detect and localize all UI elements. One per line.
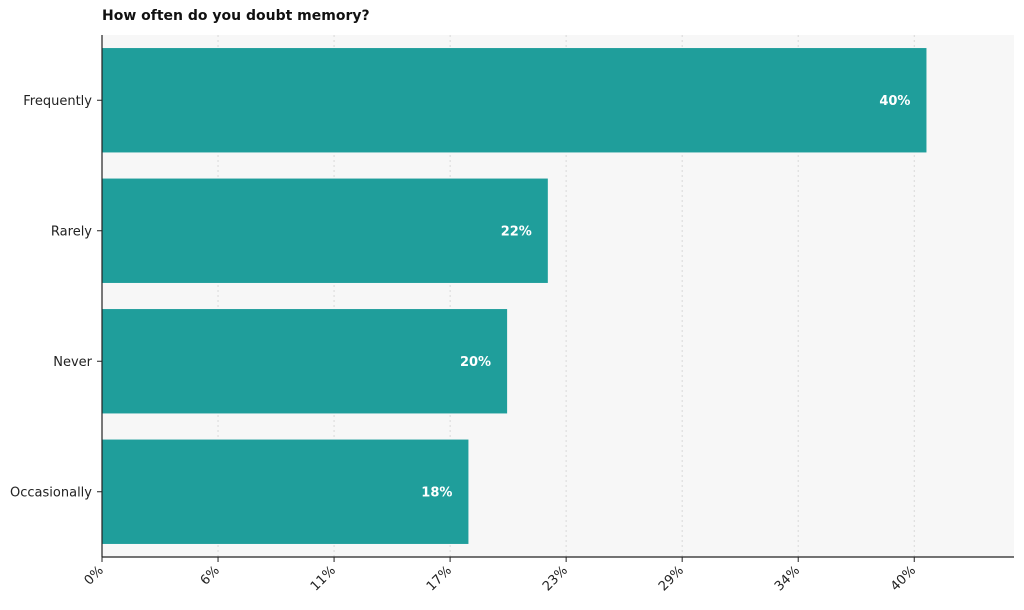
y-tick-label: Never: [53, 355, 92, 370]
x-tick-label: 23%: [540, 563, 571, 594]
bar: [102, 309, 508, 414]
bar: [102, 178, 548, 283]
x-tick-label: 6%: [198, 563, 223, 588]
y-tick-label: Occasionally: [10, 485, 92, 500]
value-label: 40%: [879, 94, 910, 109]
x-tick-label: 11%: [308, 563, 339, 594]
value-label: 18%: [421, 485, 452, 500]
y-tick-label: Rarely: [51, 224, 92, 239]
x-tick-label: 34%: [772, 563, 803, 594]
value-label: 22%: [501, 224, 532, 239]
x-tick-label: 0%: [82, 563, 107, 588]
chart-title: How often do you doubt memory?: [102, 8, 370, 24]
x-tick-label: 17%: [424, 563, 455, 594]
x-tick-label: 40%: [888, 563, 919, 594]
x-tick-label: 29%: [656, 563, 687, 594]
value-label: 20%: [460, 355, 491, 370]
bar: [102, 439, 469, 544]
y-tick-label: Frequently: [23, 94, 92, 109]
bar: [102, 48, 927, 153]
